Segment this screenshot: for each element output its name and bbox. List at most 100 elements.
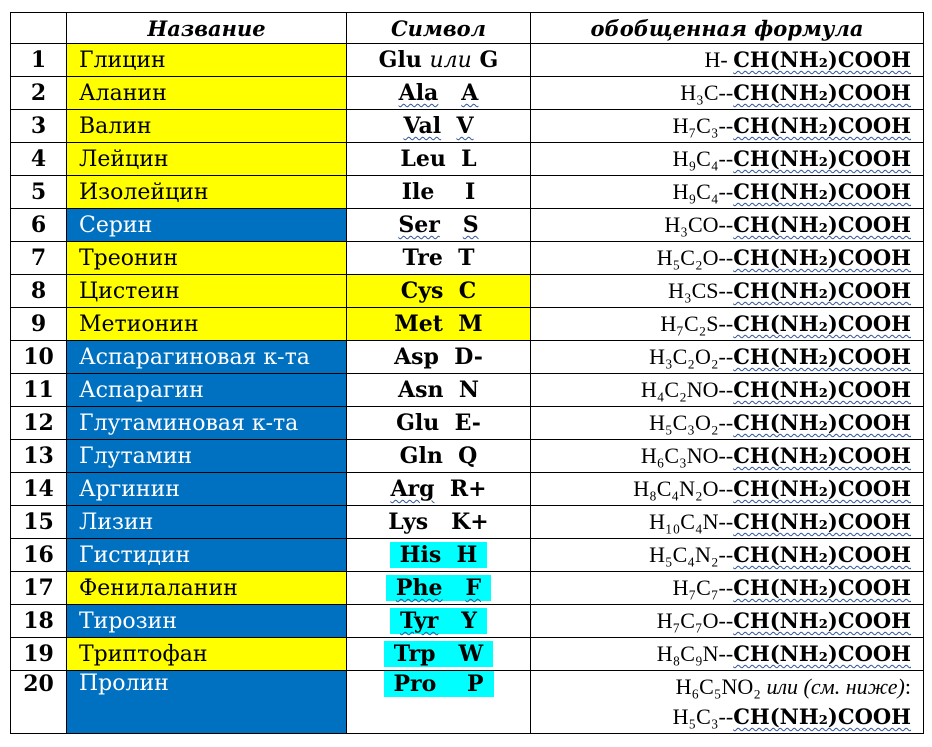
symbol-three-letter: Met xyxy=(394,311,443,337)
amino-acid-symbol: Phe F xyxy=(346,571,531,605)
table-row: 8 Цистеин Cys C H₃CS--CH(NH₂)COOH xyxy=(10,274,924,308)
row-number: 9 xyxy=(10,307,67,341)
symbol-one-letter: T xyxy=(458,245,475,271)
row-number: 6 xyxy=(10,208,67,242)
row-number: 3 xyxy=(10,109,67,143)
symbol-one-letter: L xyxy=(461,146,477,172)
formula-line1-text: H₆C₅NO₂ xyxy=(675,674,767,699)
symbol-three-letter: Val xyxy=(403,113,442,139)
amino-acid-name: Гистидин xyxy=(66,538,347,572)
amino-acid-name: Аргинин xyxy=(66,472,347,506)
header-name: Название xyxy=(66,12,347,44)
formula-prefix: H₃CO-- xyxy=(664,212,734,237)
amino-acid-name: Валин xyxy=(66,109,347,143)
amino-acid-symbol: Pro P xyxy=(346,670,531,734)
amino-acid-symbol: Arg R+ xyxy=(346,472,531,506)
formula-prefix: H₃CS-- xyxy=(668,278,734,303)
formula-prefix: H₃C₂O₂-- xyxy=(649,344,734,369)
formula-line1-end: : xyxy=(904,674,911,699)
amino-acid-name: Треонин xyxy=(66,241,347,275)
symbol-one-letter: V xyxy=(456,113,474,139)
generic-formula: H₅C₃O₂--CH(NH₂)COOH xyxy=(530,406,924,440)
formula-prefix: H- xyxy=(704,47,734,72)
generic-formula: H₃C--CH(NH₂)COOH xyxy=(530,76,924,110)
formula-core: CH(NH₂)COOH xyxy=(733,278,911,303)
table-row: 19 Триптофан Trp W H₈C₉N--CH(NH₂)COOH xyxy=(10,637,924,671)
row-number: 14 xyxy=(10,472,67,506)
symbol-one-letter: N xyxy=(458,377,479,403)
amino-acid-symbol: Asn N xyxy=(346,373,531,407)
symbol-one-letter: Y xyxy=(461,608,478,634)
symbol-three-letter: Gln xyxy=(399,443,443,469)
symbol-one-letter: W xyxy=(458,641,484,667)
symbol-separator: или xyxy=(429,48,472,73)
symbol-one-letter: M xyxy=(458,311,483,337)
amino-acid-symbol: Tre T xyxy=(346,241,531,275)
row-number: 15 xyxy=(10,505,67,539)
generic-formula: H₄C₂NO--CH(NH₂)COOH xyxy=(530,373,924,407)
symbol-three-letter: Trp xyxy=(393,641,436,667)
amino-acid-name: Тирозин xyxy=(66,604,347,638)
row-number: 13 xyxy=(10,439,67,473)
generic-formula: H₅C₂O--CH(NH₂)COOH xyxy=(530,241,924,275)
amino-acid-symbol: Gln Q xyxy=(346,439,531,473)
formula-prefix: H₆C₃NO-- xyxy=(640,443,734,468)
formula-core: CH(NH₂)COOH xyxy=(733,212,911,237)
table-row: 15 Лизин Lys K+ H₁₀C₄N--CH(NH₂)COOH xyxy=(10,505,924,539)
amino-acid-symbol: Leu L xyxy=(346,142,531,176)
formula-core: CH(NH₂)COOH xyxy=(733,245,911,270)
table-row: 10 Аспарагиновая к-та Asp D- H₃C₂O₂--CH(… xyxy=(10,340,924,374)
formula-line-1: H₆C₅NO₂ или (см. ниже): xyxy=(532,672,911,702)
header-formula: обобщенная формула xyxy=(530,12,924,44)
amino-acid-name: Глутамин xyxy=(66,439,347,473)
table-row: 16 Гистидин His H H₅C₄N₂--CH(NH₂)COOH xyxy=(10,538,924,572)
generic-formula: H- CH(NH₂)COOH xyxy=(530,43,924,77)
amino-acid-name: Аланин xyxy=(66,76,347,110)
symbol-three-letter: Ile xyxy=(401,179,435,205)
symbol-one-letter: Q xyxy=(458,443,478,469)
row-number: 1 xyxy=(10,43,67,77)
symbol-one-letter: F xyxy=(465,575,482,601)
generic-formula: H₆C₅NO₂ или (см. ниже): H₅C₃--CH(NH₂)COO… xyxy=(530,670,924,734)
symbol-three-letter: Ala xyxy=(398,80,439,106)
symbol-one-letter: R+ xyxy=(449,476,487,502)
formula-prefix: H₄C₂NO-- xyxy=(640,377,734,402)
amino-acid-symbol: Lys K+ xyxy=(346,505,531,539)
amino-acid-name: Фенилаланин xyxy=(66,571,347,605)
symbol-one-letter: S xyxy=(462,212,479,238)
amino-acid-symbol: Ile I xyxy=(346,175,531,209)
amino-acid-name: Пролин xyxy=(66,670,347,734)
formula-core: CH(NH₂)COOH xyxy=(733,146,911,171)
table-row: 9 Метионин Met M H₇C₂S--CH(NH₂)COOH xyxy=(10,307,924,341)
amino-acid-name: Глутаминовая к-та xyxy=(66,406,347,440)
symbol-three-letter: Cys xyxy=(400,278,444,304)
table-row: 2 Аланин Ala A H₃C--CH(NH₂)COOH xyxy=(10,76,924,110)
row-number: 2 xyxy=(10,76,67,110)
amino-acid-name: Цистеин xyxy=(66,274,347,308)
symbol-highlight: Tyr Y xyxy=(389,608,488,634)
amino-acid-name: Аспарагиновая к-та xyxy=(66,340,347,374)
formula-prefix: H₉C₄-- xyxy=(672,146,734,171)
amino-acid-name: Триптофан xyxy=(66,637,347,671)
symbol-three-letter: Tre xyxy=(402,245,443,271)
generic-formula: H₇C₂S--CH(NH₂)COOH xyxy=(530,307,924,341)
amino-acid-name: Серин xyxy=(66,208,347,242)
generic-formula: H₈C₄N₂O--CH(NH₂)COOH xyxy=(530,472,924,506)
symbol-three-letter: Leu xyxy=(400,146,446,172)
symbol-one-letter: K+ xyxy=(451,509,489,535)
formula-core: CH(NH₂)COOH xyxy=(733,344,911,369)
formula-line-2: H₅C₃--CH(NH₂)COOH xyxy=(532,702,911,732)
generic-formula: H₅C₄N₂--CH(NH₂)COOH xyxy=(530,538,924,572)
formula-prefix: H₈C₉N-- xyxy=(656,641,734,666)
symbol-one-letter: G xyxy=(479,47,499,73)
generic-formula: H₇C₃--CH(NH₂)COOH xyxy=(530,109,924,143)
formula-prefix: H₅C₃O₂-- xyxy=(649,410,734,435)
amino-acid-symbol: Val V xyxy=(346,109,531,143)
header-num xyxy=(10,12,67,44)
table-row: 13 Глутамин Gln Q H₆C₃NO--CH(NH₂)COOH xyxy=(10,439,924,473)
symbol-one-letter: A xyxy=(461,80,479,106)
formula-core: CH(NH₂)COOH xyxy=(733,641,911,666)
formula-core: CH(NH₂)COOH xyxy=(733,311,911,336)
symbol-three-letter: Glu xyxy=(396,410,440,436)
formula-prefix: H₃C-- xyxy=(680,80,734,105)
